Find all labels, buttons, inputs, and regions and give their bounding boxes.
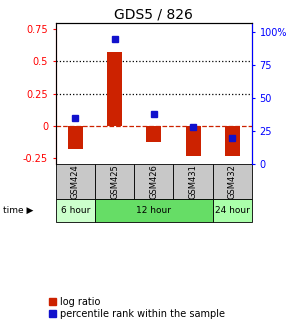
Bar — [107, 52, 122, 126]
Text: GSM431: GSM431 — [189, 164, 197, 199]
Text: 6 hour: 6 hour — [61, 206, 90, 215]
Bar — [68, 126, 83, 149]
Text: GSM426: GSM426 — [149, 164, 158, 199]
Bar — [173, 164, 213, 199]
Bar — [95, 199, 213, 222]
Bar — [56, 199, 95, 222]
Title: GDS5 / 826: GDS5 / 826 — [114, 8, 193, 22]
Bar — [95, 164, 134, 199]
Bar — [186, 126, 200, 156]
Bar — [56, 164, 95, 199]
Legend: log ratio, percentile rank within the sample: log ratio, percentile rank within the sa… — [49, 298, 226, 319]
Bar — [213, 199, 252, 222]
Bar — [146, 126, 161, 142]
Text: 12 hour: 12 hour — [136, 206, 171, 215]
Text: GSM424: GSM424 — [71, 164, 80, 199]
Bar — [134, 164, 173, 199]
Text: GSM432: GSM432 — [228, 164, 237, 199]
Text: time ▶: time ▶ — [3, 206, 33, 215]
Bar — [213, 164, 252, 199]
Text: 24 hour: 24 hour — [215, 206, 250, 215]
Bar — [225, 126, 240, 156]
Text: GSM425: GSM425 — [110, 164, 119, 199]
